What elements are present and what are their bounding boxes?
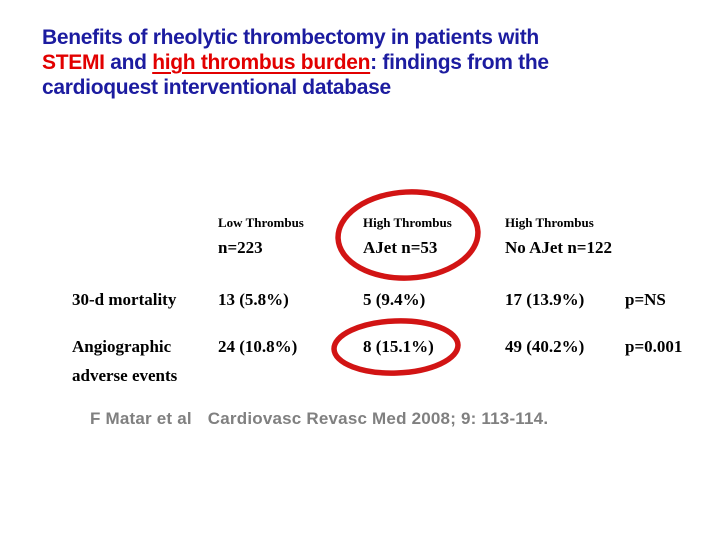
row-label-angiographic-adverse-events: Angiographic adverse events bbox=[72, 337, 218, 386]
row-label-line-1: Angiographic bbox=[72, 337, 172, 356]
column-header-high-thrombus-no-ajet: High Thrombus No AJet n=122 bbox=[505, 212, 625, 258]
slide-title: Benefits of rheolytic thrombectomy in pa… bbox=[42, 25, 662, 100]
title-segment: and bbox=[104, 51, 153, 74]
title-line-2: STEMI and high thrombus burden: findings… bbox=[42, 50, 662, 75]
row-label-mortality: 30-d mortality bbox=[72, 290, 177, 309]
column-group-label: High Thrombus bbox=[363, 215, 452, 230]
column-header-low-thrombus: Low Thrombus n=223 bbox=[218, 212, 363, 258]
p-value: p=0.001 bbox=[625, 337, 683, 356]
column-n-label: No AJet n=122 bbox=[505, 238, 612, 257]
p-value: p=NS bbox=[625, 290, 666, 309]
results-table: Low Thrombus n=223 High Thrombus AJet n=… bbox=[72, 212, 715, 386]
title-segment: : findings from the bbox=[370, 51, 549, 74]
row-label-line-2: adverse events bbox=[72, 366, 178, 385]
title-segment: Benefits of rheolytic thrombectomy in pa… bbox=[42, 26, 539, 49]
column-n-label: AJet n=53 bbox=[363, 238, 438, 257]
citation-authors: F Matar et al bbox=[90, 409, 192, 428]
column-header-high-thrombus-ajet: High Thrombus AJet n=53 bbox=[363, 212, 505, 258]
title-line-3: cardioquest interventional database bbox=[42, 75, 662, 100]
column-group-label: High Thrombus bbox=[505, 215, 594, 230]
table-cell: 8 (15.1%) bbox=[363, 337, 434, 356]
column-group-label: Low Thrombus bbox=[218, 215, 304, 230]
title-segment-high-thrombus-burden: high thrombus burden bbox=[152, 51, 371, 74]
citation-reference: Cardiovasc Revasc Med 2008; 9: 113-114. bbox=[207, 409, 549, 428]
title-segment: cardioquest interventional database bbox=[42, 76, 391, 99]
title-line-1: Benefits of rheolytic thrombectomy in pa… bbox=[42, 25, 662, 50]
column-n-label: n=223 bbox=[218, 238, 263, 257]
citation: F Matar et al Cardiovasc Revasc Med 2008;… bbox=[90, 409, 548, 429]
table-cell: 49 (40.2%) bbox=[505, 337, 585, 356]
table-cell: 13 (5.8%) bbox=[218, 290, 289, 309]
table-cell: 17 (13.9%) bbox=[505, 290, 585, 309]
table-cell: 5 (9.4%) bbox=[363, 290, 426, 309]
table-cell: 24 (10.8%) bbox=[218, 337, 298, 356]
title-segment-stemi: STEMI bbox=[42, 51, 105, 74]
